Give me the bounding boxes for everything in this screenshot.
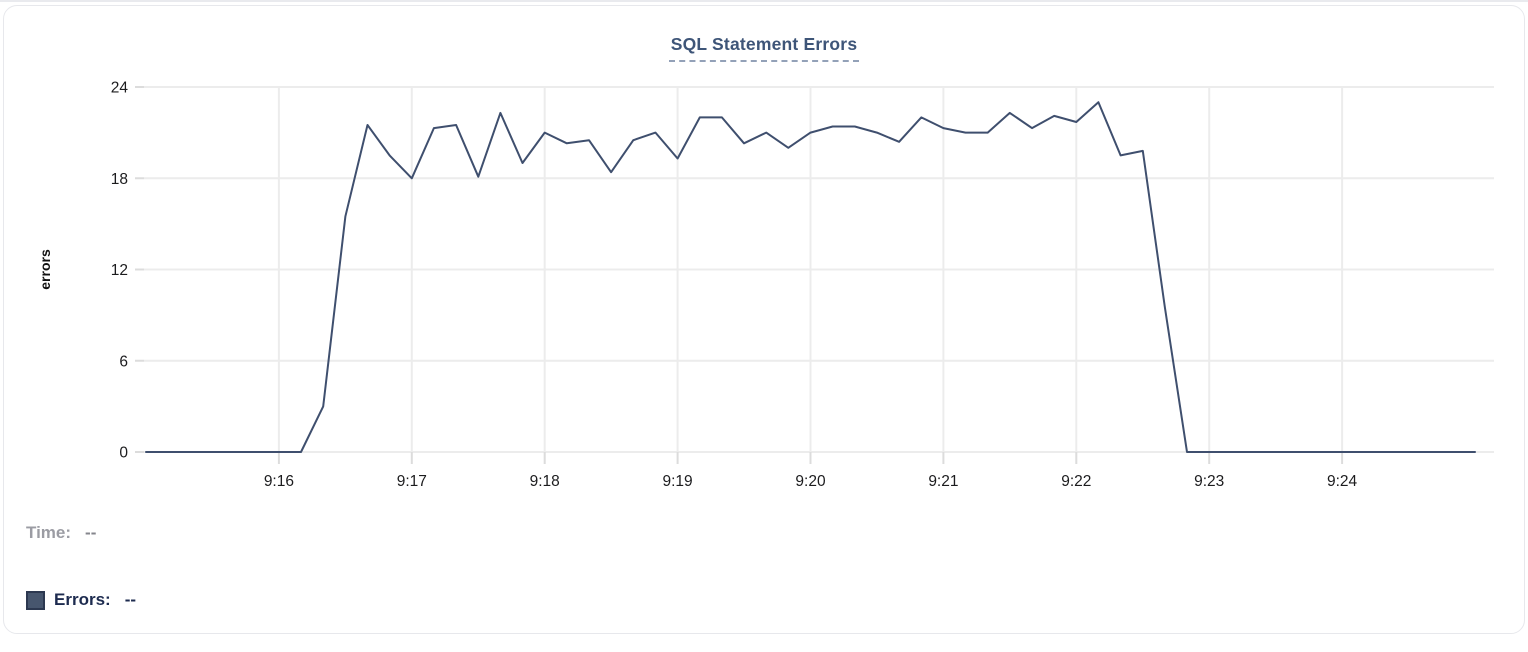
x-tick-label-9:23: 9:23 (1194, 473, 1224, 490)
errors-series-swatch (26, 590, 45, 610)
tooltip-time-value: -- (85, 523, 97, 542)
x-tick-label-9:24: 9:24 (1327, 473, 1358, 490)
x-tick-label-9:16: 9:16 (264, 473, 294, 490)
tooltip-errors-value: -- (124, 590, 137, 609)
tooltip-readout: Time: -- Errors: -- (4, 522, 1524, 612)
y-tick-label-18: 18 (111, 171, 128, 188)
sql-errors-panel: SQL Statement Errors 0 6 12 18 24 9:16 9:17 9:1… (3, 5, 1525, 634)
x-tick-label-9:17: 9:17 (397, 473, 427, 490)
x-tick-label-9:22: 9:22 (1061, 473, 1091, 490)
tooltip-time-label: Time: (26, 523, 72, 542)
x-tick-label-9:19: 9:19 (663, 473, 693, 490)
tooltip-errors-label: Errors: (54, 590, 111, 609)
tooltip-time-row: Time: -- (26, 522, 1524, 544)
y-tick-label-24: 24 (111, 80, 129, 97)
x-tick-label-9:18: 9:18 (530, 473, 560, 490)
x-tick-label-9:21: 9:21 (928, 473, 958, 490)
panel-title[interactable]: SQL Statement Errors (668, 34, 860, 62)
y-tick-label-6: 6 (119, 353, 128, 370)
y-tick-label-0: 0 (119, 445, 128, 462)
x-tick-label-9:20: 9:20 (795, 473, 826, 490)
y-axis-title: errors (37, 249, 53, 290)
sql-errors-chart[interactable]: 0 6 12 18 24 9:16 9:17 9:18 9:19 9:20 9:21 9:22 9:23… (4, 62, 1525, 496)
tooltip-errors-row: Errors: -- (26, 588, 1524, 612)
y-tick-label-12: 12 (111, 262, 128, 279)
page-top-divider (0, 0, 1528, 2)
errors-series-line (145, 101, 1476, 453)
panel-header: SQL Statement Errors (4, 6, 1524, 62)
